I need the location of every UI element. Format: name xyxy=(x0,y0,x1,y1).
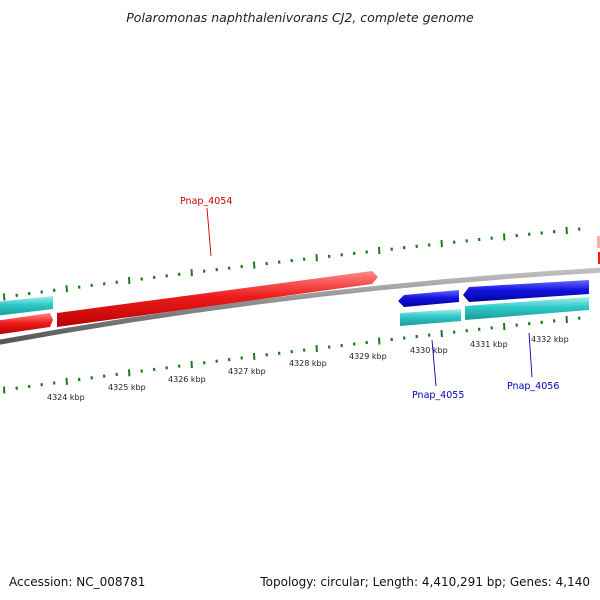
leader-line-pnap-4054 xyxy=(206,207,212,257)
leader-line-pnap-4056 xyxy=(528,332,533,378)
forward-cds-partial-left xyxy=(0,313,53,335)
forward-cds-pnap-4054[interactable] xyxy=(57,271,378,327)
inner-tick-track xyxy=(3,315,581,394)
gene-label-pnap-4054[interactable]: Pnap_4054 xyxy=(180,196,232,207)
gene-label-pnap-4056[interactable]: Pnap_4056 xyxy=(507,381,559,392)
scale-label: 4328 kbp xyxy=(289,359,327,368)
leader-line-pnap-4055 xyxy=(431,339,437,387)
gene-feature-pnap-4056[interactable] xyxy=(465,297,589,320)
gene-label-pnap-4055[interactable]: Pnap_4055 xyxy=(412,390,464,401)
scale-label: 4327 kbp xyxy=(228,367,266,376)
scale-label: 4332 kbp xyxy=(531,335,569,344)
scale-label: 4329 kbp xyxy=(349,352,387,361)
scale-labels: 4324 kbp 4325 kbp 4326 kbp 4327 kbp 4328… xyxy=(47,335,569,402)
reverse-cds-pnap-4055[interactable] xyxy=(398,290,459,307)
reverse-cds-pnap-4056[interactable] xyxy=(463,280,589,302)
outer-tick-track xyxy=(3,226,581,301)
scale-label: 4331 kbp xyxy=(470,340,508,349)
scale-label: 4324 kbp xyxy=(47,393,85,402)
map-title: Polaromonas naphthalenivorans CJ2, compl… xyxy=(126,10,474,25)
genome-summary-text: Topology: circular; Length: 4,410,291 bp… xyxy=(260,575,590,589)
partial-feature-right-edge-lower xyxy=(598,252,600,264)
scale-label: 4330 kbp xyxy=(410,346,448,355)
genome-backbone xyxy=(0,267,600,345)
gene-feature-pnap-4055[interactable] xyxy=(400,309,461,326)
scale-label: 4325 kbp xyxy=(108,383,146,392)
gene-feature-partial-left-forward xyxy=(0,296,53,316)
accession-text: Accession: NC_008781 xyxy=(9,575,146,589)
partial-feature-right-edge xyxy=(597,236,600,248)
scale-label: 4326 kbp xyxy=(168,375,206,384)
